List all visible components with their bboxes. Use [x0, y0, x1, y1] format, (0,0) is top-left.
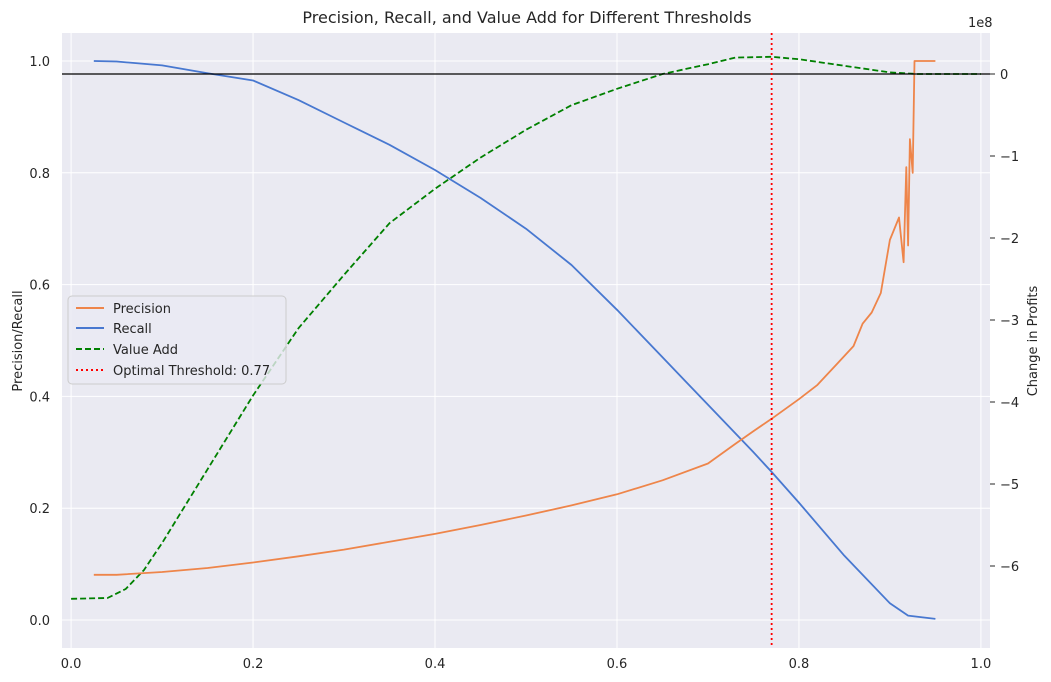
- legend-label-value-add: Value Add: [113, 343, 178, 358]
- y2-tick-label: −5: [1000, 478, 1019, 493]
- y2-tick-label: −4: [1000, 396, 1019, 411]
- series-line-recall: [93, 60, 936, 620]
- x-tick-label: 0.0: [61, 657, 82, 672]
- y-tick-label: 0.8: [29, 167, 50, 182]
- y-axis-label: Precision/Recall: [11, 290, 26, 391]
- x-tick-label: 0.6: [607, 657, 628, 672]
- y-tick-label: 1.0: [29, 55, 50, 70]
- legend-label-threshold: Optimal Threshold: 0.77: [113, 364, 270, 379]
- y2-tick-label: −6: [1000, 560, 1019, 575]
- y2-axis-label: Change in Profits: [1026, 285, 1041, 396]
- y2-tick-label: 0: [1000, 68, 1008, 83]
- series-line-value-add: [71, 55, 981, 600]
- x-axis-ticks: 0.0 0.2 0.4 0.6 0.8 1.0: [61, 657, 991, 672]
- legend-label-precision: Precision: [113, 302, 171, 317]
- data-lines: [62, 33, 990, 648]
- y-tick-label: 0.2: [29, 502, 50, 517]
- chart-title: Precision, Recall, and Value Add for Dif…: [302, 8, 751, 27]
- legend-box: [67, 295, 287, 385]
- x-tick-label: 1.0: [971, 657, 992, 672]
- y2-tick-label: −3: [1000, 314, 1019, 329]
- x-tick-label: 0.8: [789, 657, 810, 672]
- y2-offset-text: 1e8: [968, 16, 993, 31]
- y-tick-label: 0.6: [29, 279, 50, 294]
- y2-tick-label: −1: [1000, 150, 1019, 165]
- y-axis-ticks: 0.0 0.2 0.4 0.6 0.8 1.0: [29, 55, 50, 629]
- y-tick-label: 0.0: [29, 614, 50, 629]
- y2-tick-label: −2: [1000, 232, 1019, 247]
- x-tick-label: 0.2: [243, 657, 264, 672]
- y-tick-label: 0.4: [29, 390, 50, 405]
- legend-label-recall: Recall: [113, 322, 152, 337]
- x-tick-label: 0.4: [425, 657, 446, 672]
- y2-axis-ticks: 0 −1 −2 −3 −4 −5 −6: [990, 68, 1019, 575]
- legend: Precision Recall Value Add Optimal Thres…: [67, 295, 287, 385]
